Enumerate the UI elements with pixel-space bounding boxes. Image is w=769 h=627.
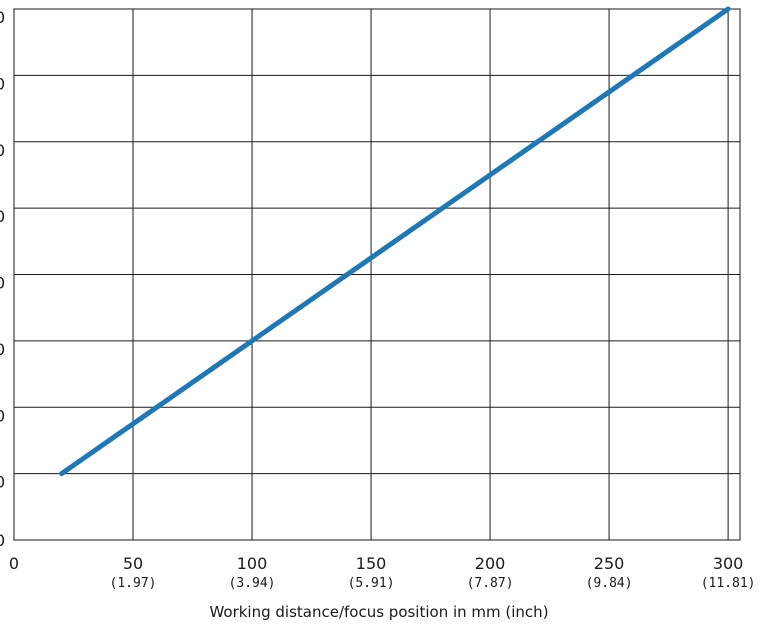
y-tick-label: 0 — [0, 531, 5, 550]
x-tick-sublabel: (3.94) — [229, 576, 276, 591]
x-tick-label: 200 — [475, 554, 506, 573]
y-tick-label: 0 — [0, 473, 5, 492]
y-axis-ticks: 0 0 0 0 0 0 0 0 0 — [0, 8, 5, 550]
x-tick-sublabel: (9.84) — [586, 576, 633, 591]
y-tick-label: 0 — [0, 406, 5, 425]
x-tick-label: 0 — [9, 554, 19, 573]
y-tick-label: 0 — [0, 274, 5, 293]
x-tick-sublabel: (7.87) — [467, 576, 514, 591]
chart-series — [59, 6, 731, 477]
y-tick-label: 0 — [0, 8, 5, 27]
x-tick-label: 100 — [237, 554, 268, 573]
x-tick-sublabel: (11.81) — [701, 576, 756, 591]
x-tick-label: 50 — [123, 554, 143, 573]
x-axis-ticks: 0 50 (1.97) 100 (3.94) 150 (5.91) 200 (7.87) 250 (… — [9, 554, 756, 591]
y-tick-label: 0 — [0, 141, 5, 160]
x-axis-label: Working distance/focus position in mm (i… — [209, 603, 548, 621]
x-tick-label: 250 — [594, 554, 625, 573]
y-tick-label: 0 — [0, 340, 5, 359]
series-line — [59, 6, 731, 477]
x-tick-sublabel: (1.97) — [110, 576, 157, 591]
x-tick-sublabel: (5.91) — [348, 576, 395, 591]
chart-grid — [13, 8, 741, 541]
x-tick-label: 150 — [356, 554, 387, 573]
y-tick-label: 0 — [0, 207, 5, 226]
y-tick-label: 0 — [0, 74, 5, 93]
x-tick-label: 300 — [713, 554, 744, 573]
